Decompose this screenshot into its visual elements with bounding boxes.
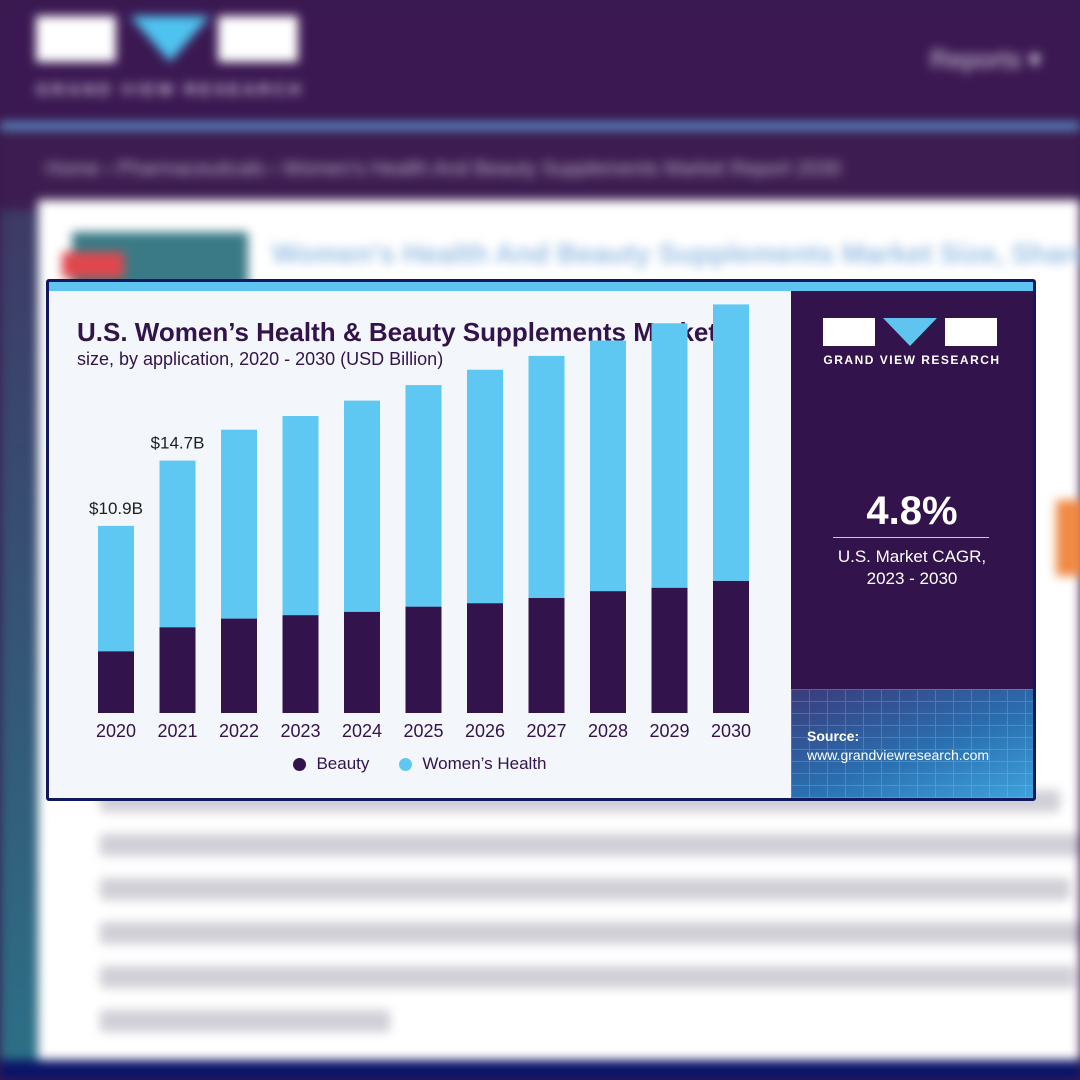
brand-logo-right-block bbox=[945, 318, 997, 346]
site-logo-left-block bbox=[36, 16, 116, 62]
article-text-line bbox=[100, 878, 1070, 900]
article-text-line bbox=[100, 1010, 390, 1032]
legend-label-womens-health: Women’s Health bbox=[422, 754, 547, 773]
site-logo-chevron-icon bbox=[130, 16, 210, 62]
x-tick-label-2024: 2024 bbox=[342, 721, 382, 741]
x-tick-label-2021: 2021 bbox=[157, 721, 197, 741]
site-logo-text: GRAND VIEW RESEARCH bbox=[36, 80, 304, 99]
article-text-line bbox=[100, 966, 1075, 988]
x-tick-label-2028: 2028 bbox=[588, 721, 628, 741]
article-text-block bbox=[100, 790, 1080, 1054]
bar-womens-health-2027 bbox=[528, 355, 565, 598]
bar-beauty-2029 bbox=[651, 587, 688, 713]
bar-womens-health-2022 bbox=[221, 429, 257, 619]
legend-swatch-beauty bbox=[293, 757, 307, 771]
x-tick-label-2029: 2029 bbox=[649, 721, 689, 741]
bar-beauty-2021 bbox=[159, 627, 196, 713]
breadcrumb-band bbox=[0, 130, 1080, 210]
nav-reports-menu[interactable]: Reports ▾ bbox=[930, 44, 1042, 74]
bar-beauty-2027 bbox=[528, 598, 565, 713]
chart-card: U.S. Women’s Health & Beauty Supplements… bbox=[46, 279, 1036, 801]
site-footer bbox=[0, 1060, 1080, 1080]
article-text-line bbox=[100, 834, 1080, 856]
x-tick-label-2030: 2030 bbox=[711, 721, 751, 741]
chart-area: U.S. Women’s Health & Beauty Supplements… bbox=[49, 291, 791, 798]
x-tick-label-2022: 2022 bbox=[219, 721, 259, 741]
cagr-divider bbox=[833, 537, 989, 538]
x-tick-label-2025: 2025 bbox=[403, 721, 443, 741]
bar-womens-health-2021 bbox=[159, 460, 196, 628]
bar-beauty-2020 bbox=[98, 651, 134, 713]
bar-womens-health-2028 bbox=[590, 340, 626, 592]
cagr-value: 4.8% bbox=[866, 489, 958, 533]
page-title: Women's Health And Beauty Supplements Ma… bbox=[272, 238, 1080, 269]
source-box: Source: www.grandviewresearch.com bbox=[791, 689, 1033, 798]
x-tick-label-2026: 2026 bbox=[465, 721, 505, 741]
bar-womens-health-2030 bbox=[713, 304, 749, 581]
chart-subtitle: size, by application, 2020 - 2030 (USD B… bbox=[77, 349, 444, 369]
brand-logo-chevron-icon bbox=[883, 318, 937, 346]
report-badge bbox=[62, 252, 124, 278]
cta-button[interactable] bbox=[1056, 500, 1080, 576]
bar-beauty-2024 bbox=[344, 611, 380, 713]
data-label-2021: $14.7B bbox=[151, 434, 205, 453]
bar-beauty-2022 bbox=[221, 618, 257, 713]
left-sidebar-strip bbox=[0, 210, 38, 1060]
legend-label-beauty: Beauty bbox=[316, 754, 370, 773]
data-label-2020: $10.9B bbox=[89, 499, 143, 518]
article-text-line bbox=[100, 922, 1080, 944]
bar-womens-health-2024 bbox=[344, 400, 380, 612]
source-label: Source: bbox=[807, 728, 860, 744]
info-panel: GRAND VIEW RESEARCH 4.8% U.S. Market CAG… bbox=[791, 291, 1033, 798]
bar-beauty-2025 bbox=[405, 606, 442, 713]
site-logo-right-block bbox=[218, 16, 298, 62]
header-divider bbox=[0, 122, 1080, 130]
bar-beauty-2026 bbox=[467, 603, 503, 713]
bar-womens-health-2020 bbox=[98, 525, 134, 652]
bar-womens-health-2023 bbox=[282, 416, 319, 616]
bar-beauty-2023 bbox=[282, 615, 319, 713]
brand-name: GRAND VIEW RESEARCH bbox=[823, 353, 1001, 367]
x-tick-label-2027: 2027 bbox=[526, 721, 566, 741]
bar-womens-health-2029 bbox=[651, 323, 688, 588]
x-tick-label-2023: 2023 bbox=[280, 721, 320, 741]
legend-swatch-womens-health bbox=[399, 757, 413, 771]
cagr-label: U.S. Market CAGR, 2023 - 2030 bbox=[837, 547, 987, 588]
bar-womens-health-2025 bbox=[405, 385, 442, 607]
breadcrumb[interactable]: Home › Pharmaceuticals › Women's Health … bbox=[46, 158, 841, 180]
bar-beauty-2030 bbox=[713, 580, 749, 713]
legend-item-beauty: Beauty bbox=[293, 754, 369, 774]
card-accent-bar bbox=[49, 282, 1033, 291]
brand-logo-left-block bbox=[823, 318, 875, 346]
source-url[interactable]: www.grandviewresearch.com bbox=[807, 747, 990, 763]
legend-item-womens-health: Women’s Health bbox=[399, 754, 547, 774]
bar-chart: 2020 $10.9B 2021 $14.7B 2022 2023 2024 2025 2026… bbox=[89, 304, 751, 741]
chart-legend: Beauty Women’s Health bbox=[49, 754, 791, 774]
source-grid-decoration bbox=[791, 689, 1033, 798]
bar-beauty-2028 bbox=[590, 591, 626, 713]
x-tick-label-2020: 2020 bbox=[96, 721, 136, 741]
bar-womens-health-2026 bbox=[467, 369, 503, 604]
